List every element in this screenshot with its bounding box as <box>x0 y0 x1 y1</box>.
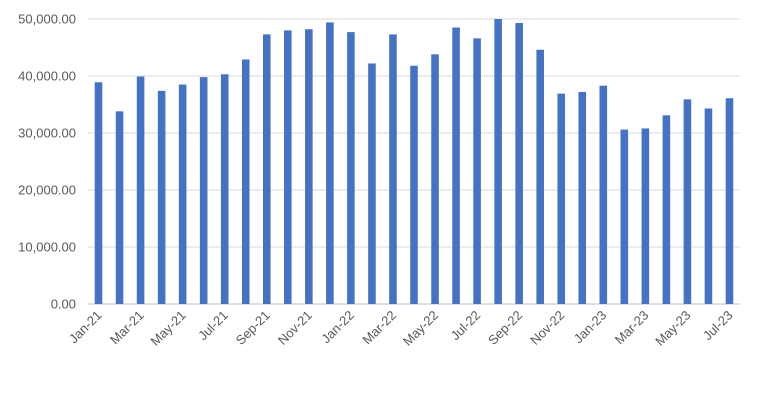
bar <box>431 54 439 305</box>
bar <box>578 91 587 305</box>
bar <box>199 77 208 304</box>
bar <box>494 19 502 304</box>
bar <box>515 22 523 305</box>
bar <box>725 98 734 304</box>
x-tick-label: Jul-21 <box>195 308 231 344</box>
bar <box>662 115 671 304</box>
x-tick-label: May-23 <box>652 308 693 349</box>
bar <box>599 85 608 304</box>
bar <box>115 111 124 304</box>
y-tick-label: 30,000.00 <box>18 126 76 141</box>
bar <box>136 76 145 304</box>
x-tick-label: Jul-22 <box>448 308 484 344</box>
bar <box>473 38 481 304</box>
bar <box>683 99 692 305</box>
bar <box>557 93 566 304</box>
bar <box>178 84 187 304</box>
bar <box>536 49 544 304</box>
x-tick-label: Nov-22 <box>527 308 567 348</box>
bar <box>220 74 229 304</box>
x-tick-label: Jan-22 <box>318 308 357 347</box>
bar <box>704 108 713 305</box>
bar <box>262 34 271 304</box>
bar <box>641 128 650 304</box>
x-tick-label: Mar-22 <box>359 308 399 348</box>
x-tick-label: Sep-22 <box>485 308 525 348</box>
x-tick-label: Nov-21 <box>275 308 315 348</box>
x-tick-label: May-22 <box>400 308 441 349</box>
bar <box>157 90 166 304</box>
bar <box>389 34 397 304</box>
bar <box>620 129 629 304</box>
bar <box>241 59 250 304</box>
x-tick-label: Mar-21 <box>107 308 147 348</box>
x-tick-label: Jul-23 <box>700 308 736 344</box>
y-tick-label: 10,000.00 <box>18 240 76 255</box>
bars <box>94 19 734 305</box>
y-tick-label: 0.00 <box>51 297 76 312</box>
bar <box>347 32 355 305</box>
bar <box>368 63 376 305</box>
bar <box>326 22 334 304</box>
bar <box>410 65 418 305</box>
bar <box>452 27 460 305</box>
x-tick-label: Jan-23 <box>571 308 610 347</box>
y-tick-label: 20,000.00 <box>18 183 76 198</box>
x-tick-label: Sep-21 <box>233 308 273 348</box>
bar <box>94 82 103 305</box>
x-tick-label: Jan-21 <box>66 308 105 347</box>
x-axis-ticks: Jan-21 Mar-21 May-21 Jul-21 Sep-21 Nov-21 Jan-… <box>66 308 736 349</box>
y-tick-label: 50,000.00 <box>18 12 76 27</box>
bar <box>305 29 313 304</box>
y-tick-label: 40,000.00 <box>18 69 76 84</box>
y-axis-ticks: 0.00 10,000.00 20,000.00 30,000.00 40,000.00… <box>18 12 76 312</box>
x-tick-label: May-21 <box>148 308 189 349</box>
x-tick-label: Mar-23 <box>612 308 652 348</box>
bar <box>284 30 292 305</box>
